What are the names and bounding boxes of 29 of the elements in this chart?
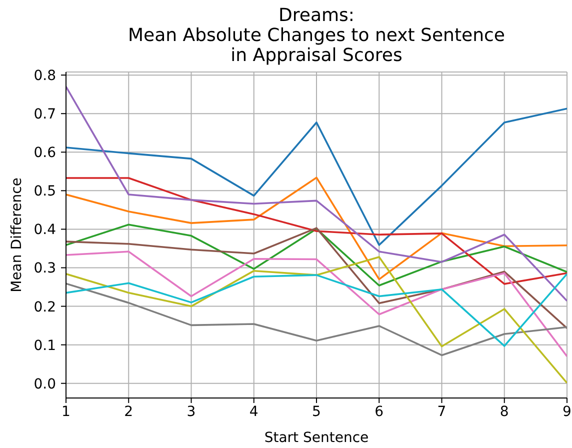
line-series	[66, 227, 567, 330]
line-series	[66, 224, 567, 286]
x-tick-label: 5	[312, 404, 321, 420]
line-series	[66, 86, 567, 302]
x-tick-label: 4	[249, 404, 258, 420]
x-tick-label: 1	[62, 404, 70, 420]
line-series	[66, 250, 567, 358]
line-series	[66, 282, 567, 356]
x-tick-label: 9	[562, 404, 572, 420]
y-tick-label: 0.3	[34, 260, 56, 277]
line-series	[66, 256, 567, 384]
y-tick-label: 0.2	[34, 299, 56, 316]
line-series	[66, 273, 567, 347]
x-tick-label: 2	[124, 404, 134, 420]
y-tick-label: 0.8	[34, 68, 56, 84]
y-tick-label: 0.0	[34, 376, 56, 392]
x-tick-label: 6	[374, 404, 384, 420]
x-tick-label: 8	[500, 404, 509, 420]
y-axis-title: Mean Difference	[8, 178, 25, 292]
y-tick-label: 0.7	[34, 106, 56, 123]
y-tick-label: 0.6	[34, 145, 56, 162]
line-series	[66, 108, 567, 246]
y-tick-label: 0.1	[34, 338, 56, 354]
x-axis-title: Start Sentence	[264, 430, 369, 446]
y-tick-label: 0.4	[34, 222, 56, 238]
chart-title: Dreams: Mean Absolute Changes to next Sentence in Appraisal Scores	[127, 5, 506, 66]
x-tick-label: 3	[186, 404, 196, 420]
y-tick-label: 0.5	[34, 184, 56, 200]
x-tick-label: 7	[437, 404, 446, 420]
